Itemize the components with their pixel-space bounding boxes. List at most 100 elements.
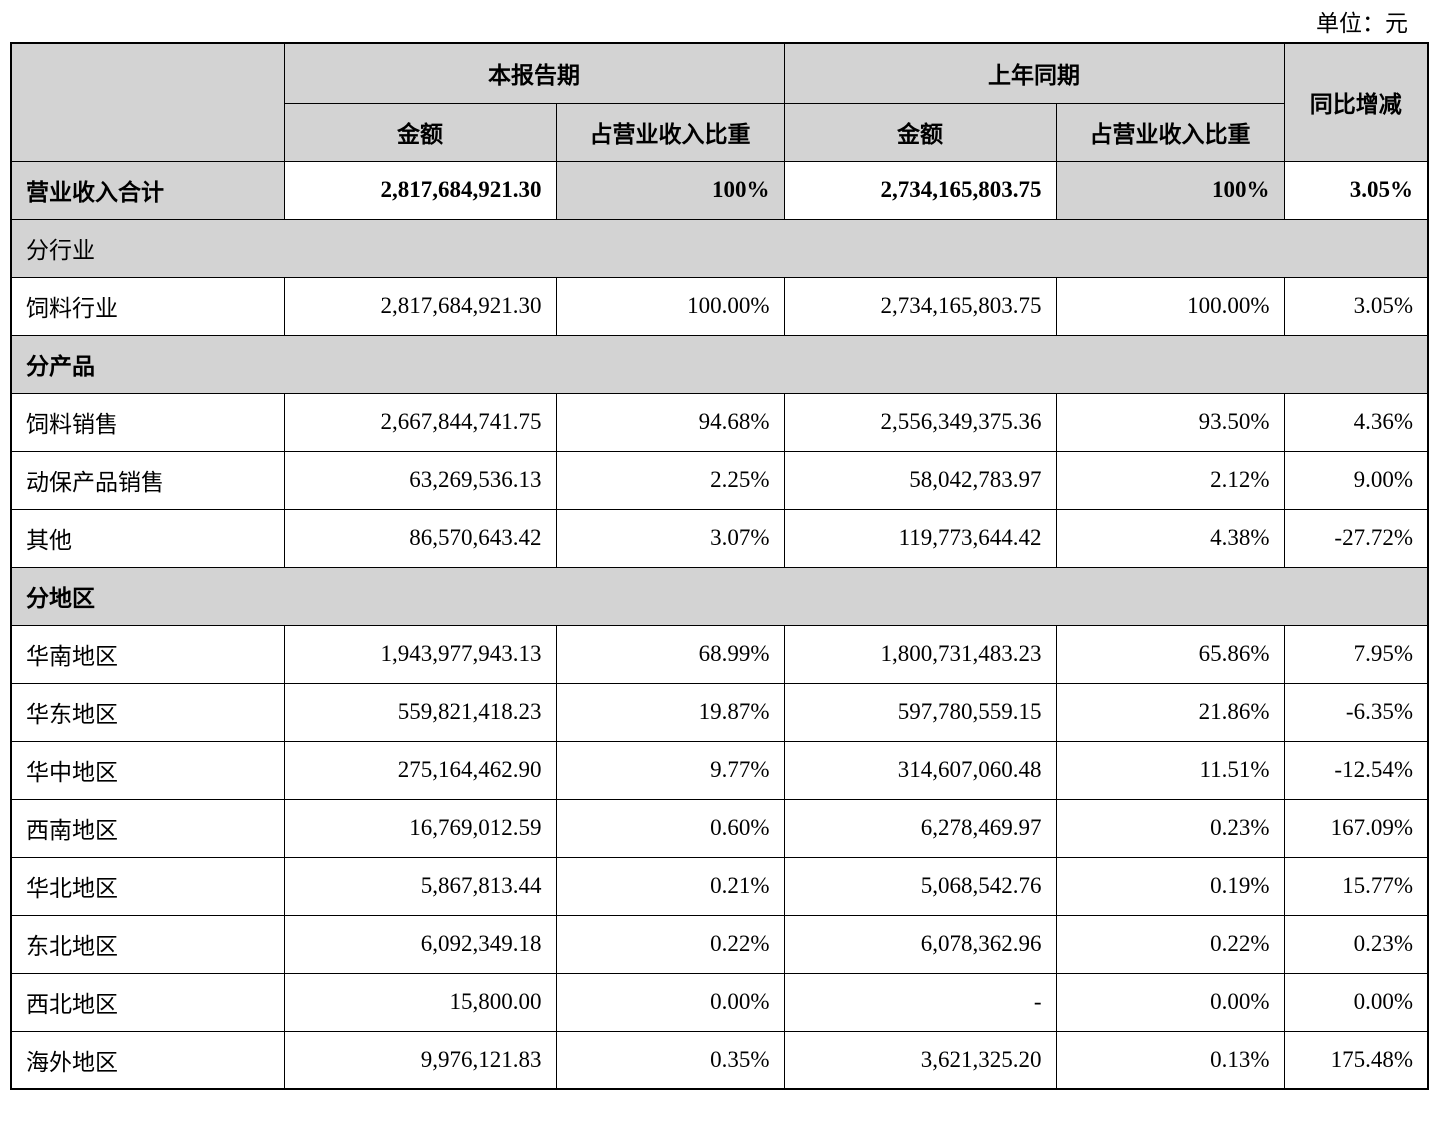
revenue-breakdown-table: 本报告期 上年同期 同比增减 金额 占营业收入比重 金额 占营业收入比重 营业收… <box>10 42 1429 1090</box>
cell-ratio-prior: 65.86% <box>1055 624 1285 684</box>
cell-ratio-current: 0.00% <box>555 972 785 1032</box>
cell-ratio-prior: 0.22% <box>1055 914 1285 974</box>
cell-amount-prior: - <box>783 972 1057 1032</box>
cell-yoy: -12.54% <box>1283 740 1429 800</box>
cell-ratio-current: 9.77% <box>555 740 785 800</box>
cell-ratio-current: 3.07% <box>555 508 785 568</box>
cell-amount-prior: 314,607,060.48 <box>783 740 1057 800</box>
row-label: 其他 <box>10 508 285 568</box>
header-amount-prior: 金额 <box>783 102 1057 162</box>
cell-ratio-current: 0.60% <box>555 798 785 858</box>
table-row: 海外地区 9,976,121.83 0.35% 3,621,325.20 0.1… <box>10 1030 1429 1090</box>
row-label: 西北地区 <box>10 972 285 1032</box>
table-row: 华北地区 5,867,813.44 0.21% 5,068,542.76 0.1… <box>10 856 1429 916</box>
header-current-period: 本报告期 <box>283 42 785 104</box>
header-yoy: 同比增减 <box>1283 42 1429 162</box>
cell-yoy: 167.09% <box>1283 798 1429 858</box>
cell-ratio-current: 0.21% <box>555 856 785 916</box>
total-revenue-row: 营业收入合计 2,817,684,921.30 100% 2,734,165,8… <box>10 160 1429 220</box>
table-row: 东北地区 6,092,349.18 0.22% 6,078,362.96 0.2… <box>10 914 1429 974</box>
cell-ratio-current: 19.87% <box>555 682 785 742</box>
cell-ratio-prior: 100.00% <box>1055 276 1285 336</box>
header-row-2: 金额 占营业收入比重 金额 占营业收入比重 <box>11 102 1428 162</box>
cell-yoy: -6.35% <box>1283 682 1429 742</box>
cell-amount-current: 275,164,462.90 <box>283 740 557 800</box>
cell-amount-prior: 58,042,783.97 <box>783 450 1057 510</box>
cell-yoy: 175.48% <box>1283 1030 1429 1090</box>
table-row: 饲料销售 2,667,844,741.75 94.68% 2,556,349,3… <box>10 392 1429 452</box>
table-row: 动保产品销售 63,269,536.13 2.25% 58,042,783.97… <box>10 450 1429 510</box>
row-label: 海外地区 <box>10 1030 285 1090</box>
header-amount-current: 金额 <box>283 102 557 162</box>
cell-ratio-prior: 0.23% <box>1055 798 1285 858</box>
cell-yoy: 7.95% <box>1283 624 1429 684</box>
cell-amount-prior: 2,556,349,375.36 <box>783 392 1057 452</box>
section-title-product: 分产品 <box>10 334 1429 394</box>
cell-amount-current: 16,769,012.59 <box>283 798 557 858</box>
unit-label: 单位：元 <box>1316 11 1408 36</box>
cell-yoy: 9.00% <box>1283 450 1429 510</box>
cell-ratio-current: 2.25% <box>555 450 785 510</box>
total-ratio-prior: 100% <box>1055 160 1285 220</box>
cell-amount-current: 5,867,813.44 <box>283 856 557 916</box>
cell-amount-prior: 6,078,362.96 <box>783 914 1057 974</box>
section-row-region: 分地区 <box>10 566 1429 626</box>
cell-ratio-prior: 93.50% <box>1055 392 1285 452</box>
row-label: 华东地区 <box>10 682 285 742</box>
section-title-region: 分地区 <box>10 566 1429 626</box>
header-row-1: 本报告期 上年同期 同比增减 <box>10 42 1429 162</box>
cell-amount-current: 9,976,121.83 <box>283 1030 557 1090</box>
cell-amount-current: 63,269,536.13 <box>283 450 557 510</box>
cell-ratio-current: 0.35% <box>555 1030 785 1090</box>
cell-amount-prior: 2,734,165,803.75 <box>783 276 1057 336</box>
cell-ratio-prior: 2.12% <box>1055 450 1285 510</box>
cell-ratio-prior: 0.19% <box>1055 856 1285 916</box>
cell-amount-current: 559,821,418.23 <box>283 682 557 742</box>
cell-ratio-prior: 0.00% <box>1055 972 1285 1032</box>
cell-amount-prior: 597,780,559.15 <box>783 682 1057 742</box>
cell-ratio-prior: 4.38% <box>1055 508 1285 568</box>
cell-yoy: 15.77% <box>1283 856 1429 916</box>
cell-amount-prior: 1,800,731,483.23 <box>783 624 1057 684</box>
table-row: 西南地区 16,769,012.59 0.60% 6,278,469.97 0.… <box>10 798 1429 858</box>
cell-yoy: -27.72% <box>1283 508 1429 568</box>
section-row-industry: 分行业 <box>10 218 1429 278</box>
cell-amount-prior: 6,278,469.97 <box>783 798 1057 858</box>
section-row-product: 分产品 <box>10 334 1429 394</box>
cell-ratio-current: 100.00% <box>555 276 785 336</box>
cell-ratio-current: 0.22% <box>555 914 785 974</box>
row-label: 华中地区 <box>10 740 285 800</box>
row-label: 华北地区 <box>10 856 285 916</box>
table-row: 华东地区 559,821,418.23 19.87% 597,780,559.1… <box>10 682 1429 742</box>
total-label: 营业收入合计 <box>10 160 285 220</box>
cell-amount-prior: 119,773,644.42 <box>783 508 1057 568</box>
section-title-industry: 分行业 <box>10 218 1429 278</box>
cell-amount-current: 15,800.00 <box>283 972 557 1032</box>
table-row: 其他 86,570,643.42 3.07% 119,773,644.42 4.… <box>10 508 1429 568</box>
cell-amount-current: 6,092,349.18 <box>283 914 557 974</box>
row-label: 华南地区 <box>10 624 285 684</box>
total-amount-current: 2,817,684,921.30 <box>283 160 557 220</box>
corner-blank-cell <box>10 42 285 162</box>
total-amount-prior: 2,734,165,803.75 <box>783 160 1057 220</box>
cell-amount-prior: 5,068,542.76 <box>783 856 1057 916</box>
cell-ratio-prior: 21.86% <box>1055 682 1285 742</box>
row-label: 东北地区 <box>10 914 285 974</box>
cell-amount-current: 1,943,977,943.13 <box>283 624 557 684</box>
cell-amount-prior: 3,621,325.20 <box>783 1030 1057 1090</box>
cell-ratio-current: 68.99% <box>555 624 785 684</box>
cell-ratio-current: 94.68% <box>555 392 785 452</box>
cell-ratio-prior: 11.51% <box>1055 740 1285 800</box>
cell-amount-current: 2,667,844,741.75 <box>283 392 557 452</box>
row-label: 动保产品销售 <box>10 450 285 510</box>
total-yoy: 3.05% <box>1283 160 1429 220</box>
cell-yoy: 3.05% <box>1283 276 1429 336</box>
cell-yoy: 4.36% <box>1283 392 1429 452</box>
cell-amount-current: 86,570,643.42 <box>283 508 557 568</box>
header-prior-period: 上年同期 <box>783 42 1285 104</box>
row-label: 饲料行业 <box>10 276 285 336</box>
table-row: 华中地区 275,164,462.90 9.77% 314,607,060.48… <box>10 740 1429 800</box>
row-label: 西南地区 <box>10 798 285 858</box>
header-ratio-prior: 占营业收入比重 <box>1055 102 1285 162</box>
